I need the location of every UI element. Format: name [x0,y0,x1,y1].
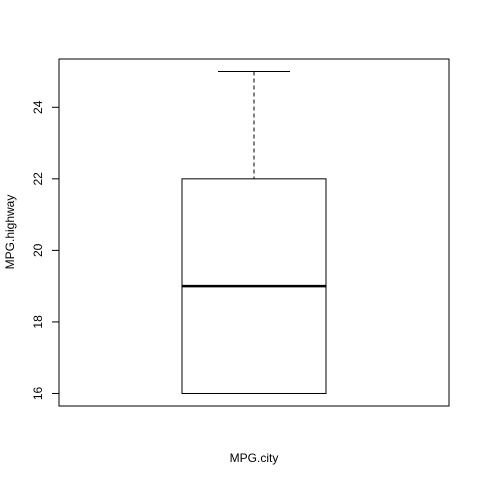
y-tick-label: 20 [31,243,45,257]
x-axis-label: MPG.city [230,451,279,465]
y-tick-label: 24 [31,100,45,114]
y-tick-label: 18 [31,315,45,329]
plot-frame [59,59,449,406]
y-tick-label: 16 [31,386,45,400]
y-axis-label: MPG.highway [3,195,17,270]
y-tick-label: 22 [31,172,45,186]
box-marks [182,72,326,394]
y-axis: 16 18 20 22 24 [31,100,59,400]
